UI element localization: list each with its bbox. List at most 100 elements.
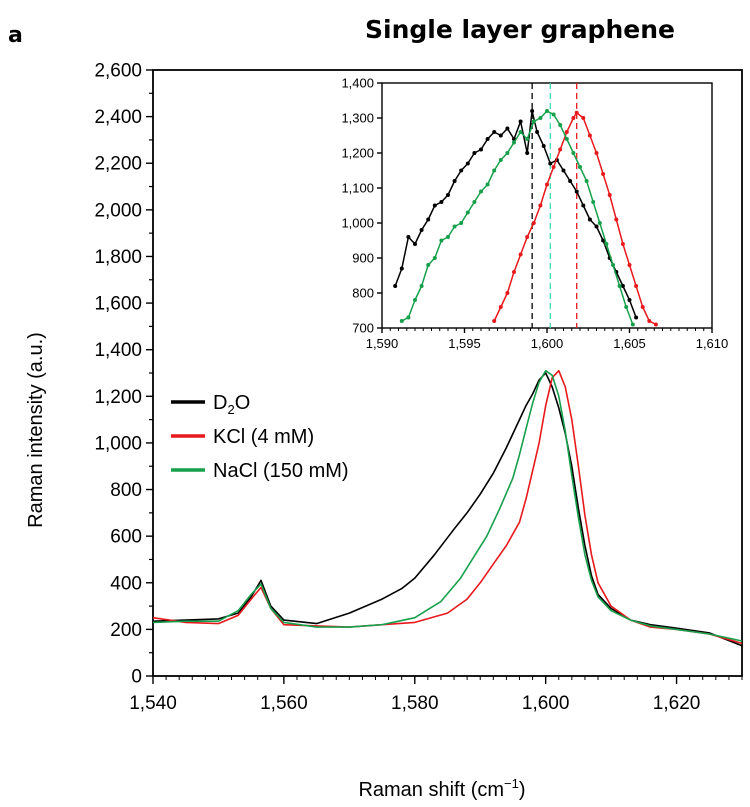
inset-data-point: [531, 119, 536, 124]
inset-data-point: [432, 256, 437, 260]
inset-data-point: [591, 200, 596, 204]
main-y-tick-label: 2,000: [94, 200, 142, 221]
inset-data-point: [561, 168, 566, 173]
inset-series-line: [493, 112, 657, 326]
inset-data-point: [611, 263, 615, 267]
inset-data-point: [578, 165, 582, 169]
inset-data-point: [653, 322, 658, 327]
main-x-tick-label: 1,620: [653, 693, 701, 714]
inset-data-point: [459, 221, 464, 225]
inset-data-point: [558, 147, 563, 152]
legend-label: KCl (4 mM): [213, 426, 314, 448]
inset-data-point: [620, 242, 625, 246]
main-y-tick-label: 2,600: [94, 61, 142, 82]
inset-data-point: [452, 179, 457, 183]
main-x-tick-label: 1,560: [260, 693, 308, 714]
inset-data-point: [518, 130, 523, 134]
main-x-tick-label: 1,600: [522, 693, 570, 714]
inset-frame: [381, 82, 713, 329]
inset-data-point: [505, 151, 510, 155]
inset-data-point: [498, 305, 503, 309]
inset-data-point: [406, 235, 411, 239]
main-series-line: [152, 369, 743, 642]
inset-data-point: [432, 203, 437, 208]
inset-data-point: [551, 112, 556, 117]
inset-data-point: [574, 110, 579, 115]
inset-data-point: [413, 242, 417, 246]
inset-data-point: [479, 189, 483, 194]
chart-title: Single layer graphene: [365, 15, 675, 44]
inset-data-point: [594, 224, 599, 229]
inset-data-point: [439, 200, 444, 204]
inset-x-tick-label: 1,605: [613, 336, 646, 351]
inset-data-point: [426, 217, 431, 222]
inset-data-point: [525, 137, 530, 141]
inset-y-tick-label: 1,300: [341, 111, 374, 126]
inset-data-point: [413, 298, 417, 302]
inset-data-point: [472, 200, 477, 204]
inset-data-point: [558, 123, 563, 127]
inset-data-point: [512, 270, 516, 274]
main-y-tick-label: 1,800: [94, 247, 142, 268]
inset-data-point: [492, 168, 497, 173]
inset-data-point: [571, 116, 576, 120]
inset-data-point: [541, 144, 546, 148]
legend: D2O KCl (4 mM) NaCl (150 mM): [171, 392, 349, 482]
inset-data-point: [531, 221, 536, 225]
inset-x-tick-label: 1,590: [366, 336, 399, 351]
inset-data-point: [512, 140, 516, 145]
inset-data-point: [627, 263, 632, 267]
inset-data-point: [525, 151, 530, 155]
inset-data-point: [530, 109, 535, 113]
inset-data-point: [564, 130, 569, 134]
inset-data-point: [594, 151, 599, 155]
panel-label: a: [8, 23, 23, 48]
inset-y-tick-label: 900: [352, 251, 374, 266]
inset-data-point: [587, 217, 592, 222]
inset-data-point: [406, 315, 411, 320]
inset-data-point: [571, 151, 576, 155]
inset-data-point: [472, 151, 477, 155]
inset-plot: 700 800 900 1,000 1,100 1,200 1,300 1,400 1,590 1…: [341, 76, 728, 352]
inset-data-point: [439, 238, 444, 243]
inset-data-point: [574, 189, 579, 194]
inset-data-point: [584, 179, 589, 183]
inset-data-point: [535, 130, 540, 134]
main-y-tick-label: 2,200: [94, 154, 142, 175]
inset-data-point: [426, 263, 431, 267]
inset-data-point: [492, 130, 497, 134]
inset-data-point: [518, 119, 523, 124]
main-y-tick-label: 1,400: [94, 340, 142, 361]
inset-data-point: [604, 242, 609, 246]
inset-data-point: [630, 322, 635, 327]
inset-x-tick-label: 1,600: [531, 336, 564, 351]
inset-data-point: [601, 238, 606, 243]
main-y-tick-label: 200: [110, 620, 142, 641]
main-y-tick-label: 600: [110, 527, 142, 548]
y-axis-label: Raman intensity (a.u.): [25, 332, 47, 528]
inset-data-point: [452, 224, 457, 229]
inset-data-point: [492, 319, 497, 323]
inset-data-point: [587, 133, 592, 138]
inset-data-point: [568, 179, 573, 183]
inset-data-point: [548, 161, 553, 166]
inset-data-point: [393, 284, 398, 288]
inset-data-point: [634, 315, 639, 320]
main-y-tick-label: 1,200: [94, 387, 142, 408]
inset-data-point: [581, 116, 586, 120]
inset-series-line: [401, 110, 634, 325]
legend-label: NaCl (150 mM): [213, 460, 349, 482]
main-y-tick-label: 0: [131, 667, 142, 688]
inset-x-tick-label: 1,595: [448, 336, 481, 351]
inset-data-point: [545, 182, 549, 187]
inset-data-point: [459, 168, 464, 173]
main-y-tick-label: 1,000: [94, 433, 142, 454]
main-x-tick-label: 1,540: [129, 693, 177, 714]
x-axis-label: Raman shift (cm−1): [358, 776, 525, 801]
main-y-tick-label: 400: [110, 573, 142, 594]
inset-data-point: [607, 193, 612, 197]
inset-data-point: [399, 319, 404, 323]
main-y-tick-label: 2,400: [94, 107, 142, 128]
inset-data-point: [485, 137, 490, 141]
